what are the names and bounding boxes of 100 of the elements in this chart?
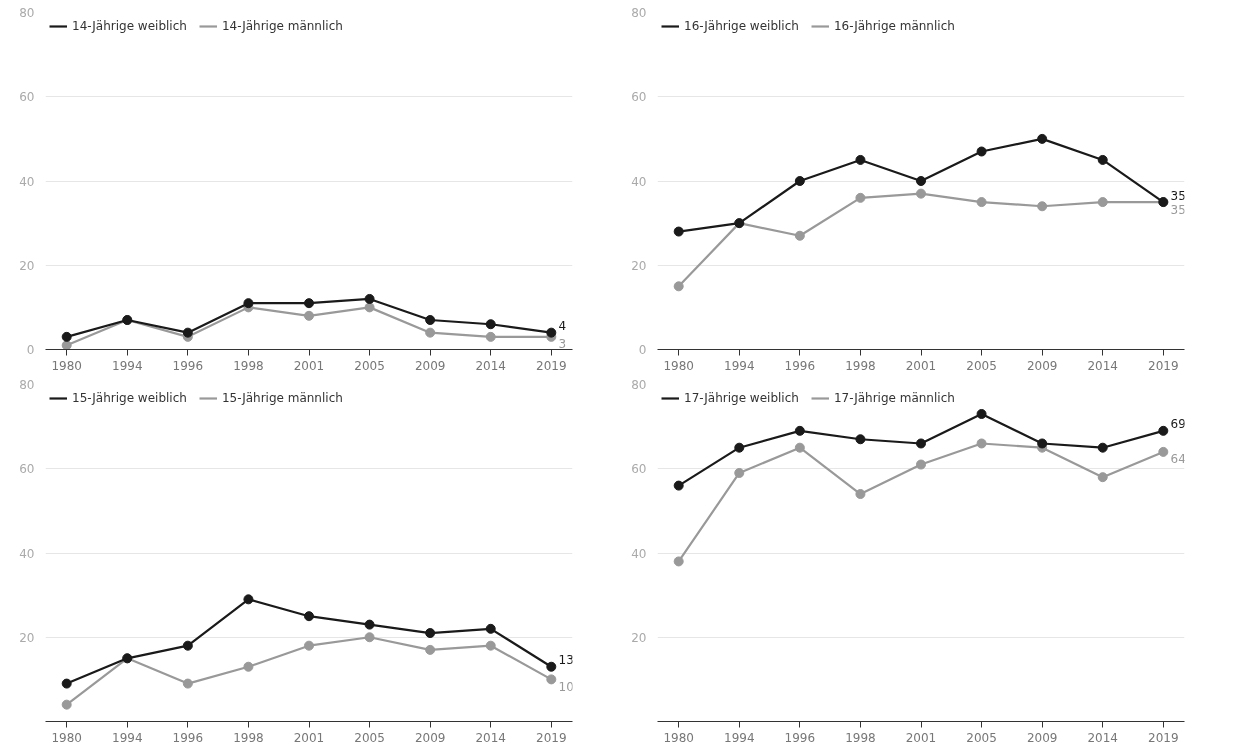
point	[1158, 425, 1169, 436]
y-tick-label: 40	[19, 546, 35, 561]
x-tick-label: 1980	[51, 730, 82, 745]
point	[425, 315, 436, 325]
point	[1097, 472, 1108, 483]
x-tick-label: 1996	[784, 358, 816, 373]
point	[304, 611, 314, 622]
point	[673, 556, 684, 567]
point	[425, 628, 436, 639]
y-tick-label: 40	[19, 174, 35, 189]
point	[855, 192, 866, 203]
point	[243, 298, 254, 309]
x-tick-label: 2009	[1026, 358, 1058, 373]
y-tick-label: 60	[19, 462, 35, 477]
data-label: 35	[1170, 202, 1186, 217]
point	[794, 442, 805, 453]
y-tick-label: 60	[631, 90, 647, 105]
x-tick-label: 1994	[724, 730, 755, 745]
point	[916, 188, 926, 199]
data-label: 4	[558, 319, 567, 334]
x-tick-label: 1996	[172, 358, 204, 373]
point	[364, 293, 375, 304]
point	[1097, 197, 1108, 208]
x-tick-label: 1996	[784, 730, 816, 745]
y-tick-label: 20	[19, 258, 35, 273]
legend-label: 16-Jährige männlich	[833, 19, 955, 33]
x-tick-label: 2019	[536, 358, 567, 373]
x-tick-label: 1980	[663, 730, 694, 745]
legend-label: 16-Jährige weiblich	[684, 19, 799, 33]
point	[61, 699, 72, 710]
x-tick-label: 1998	[233, 730, 264, 745]
point	[425, 644, 436, 655]
point	[1097, 442, 1108, 453]
x-tick-label: 2009	[414, 358, 446, 373]
point	[976, 438, 987, 449]
y-tick-label: 80	[19, 378, 35, 392]
x-tick-label: 1998	[845, 358, 876, 373]
x-tick-label: 2001	[905, 730, 937, 745]
point	[546, 661, 557, 672]
point	[304, 298, 314, 309]
point	[916, 438, 926, 449]
x-tick-label: 1994	[112, 358, 143, 373]
x-tick-label: 2009	[1026, 730, 1058, 745]
data-label: 64	[1170, 452, 1186, 467]
legend-label: 17-Jährige weiblich	[684, 391, 799, 405]
y-tick-label: 20	[19, 630, 35, 645]
x-tick-label: 1980	[663, 358, 694, 373]
x-tick-label: 2009	[414, 730, 446, 745]
point	[485, 623, 496, 634]
point	[485, 319, 496, 330]
x-tick-label: 1980	[51, 358, 82, 373]
point	[673, 226, 684, 237]
point	[794, 230, 805, 241]
x-tick-label: 2019	[536, 730, 567, 745]
x-tick-label: 2014	[1087, 730, 1118, 745]
point	[182, 640, 193, 651]
legend-label: 14-Jährige männlich	[221, 19, 343, 33]
point	[916, 459, 926, 470]
point	[976, 409, 987, 419]
data-label: 10	[558, 679, 574, 694]
point	[855, 154, 866, 165]
x-tick-label: 2005	[966, 358, 997, 373]
y-tick-label: 20	[631, 630, 647, 645]
point	[243, 594, 254, 605]
legend-label: 17-Jährige männlich	[833, 391, 955, 405]
x-tick-label: 2005	[966, 730, 997, 745]
y-tick-label: 40	[631, 174, 647, 189]
point	[243, 661, 254, 672]
point	[976, 146, 987, 157]
x-tick-label: 2005	[354, 358, 385, 373]
point	[1097, 154, 1108, 165]
x-tick-label: 2014	[475, 730, 506, 745]
point	[304, 310, 314, 321]
point	[364, 632, 375, 643]
point	[304, 640, 314, 651]
x-tick-label: 2014	[1087, 358, 1118, 373]
point	[855, 434, 866, 445]
x-tick-label: 2019	[1148, 730, 1179, 745]
x-tick-label: 1998	[845, 730, 876, 745]
point	[546, 674, 557, 685]
y-tick-label: 40	[631, 546, 647, 561]
point	[1037, 201, 1048, 212]
point	[794, 176, 805, 186]
point	[61, 678, 72, 689]
y-tick-label: 0	[638, 343, 647, 357]
x-tick-label: 1994	[112, 730, 143, 745]
point	[855, 489, 866, 500]
point	[1158, 446, 1169, 457]
point	[734, 467, 745, 478]
legend-label: 14-Jährige weiblich	[72, 19, 187, 33]
x-tick-label: 2019	[1148, 358, 1179, 373]
x-tick-label: 2001	[293, 358, 325, 373]
x-tick-label: 1994	[724, 358, 755, 373]
point	[485, 331, 496, 342]
x-tick-label: 1998	[233, 358, 264, 373]
point	[546, 327, 557, 338]
legend-label: 15-Jährige weiblich	[72, 391, 187, 405]
point	[1037, 133, 1048, 144]
y-tick-label: 20	[631, 258, 647, 273]
point	[485, 640, 496, 651]
